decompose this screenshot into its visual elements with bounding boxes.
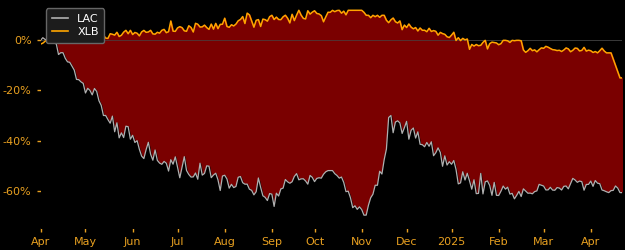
Legend: LAC, XLB: LAC, XLB: [46, 8, 104, 43]
